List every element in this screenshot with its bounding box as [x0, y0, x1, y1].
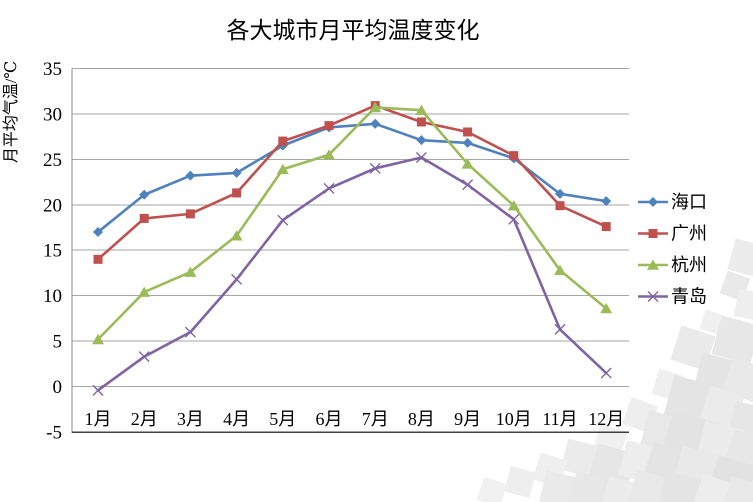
series-qingdao-marker	[462, 179, 474, 191]
series-guangzhou-line	[96, 104, 608, 261]
x-axis-label: 5月	[269, 409, 296, 429]
series-qingdao-marker	[138, 351, 150, 363]
chart-title: 各大城市月平均温度变化	[227, 18, 480, 43]
x-axis-label: 3月	[177, 409, 204, 429]
series-hangzhou-marker	[461, 158, 474, 169]
legend-item-qingdao: 青岛	[638, 287, 707, 307]
legend-marker-haikou	[648, 197, 658, 207]
y-tick-label: 30	[43, 104, 62, 125]
legend-item-guangzhou: 广州	[638, 224, 707, 244]
series-haikou-marker	[231, 167, 242, 178]
series-haikou-marker	[185, 170, 196, 181]
legend-marker-hangzhou	[647, 259, 659, 270]
plot-area: 35 30 25 20 15 10 5 0 -5 1月 2月 3月 4月 5月 6月 7月 8月 9月 10月 11月…	[43, 59, 629, 444]
series-haikou-marker	[93, 227, 103, 238]
series-hangzhou-marker	[92, 333, 104, 345]
x-axis-label: 10月	[496, 409, 532, 429]
legend-item-haikou: 海口	[638, 192, 707, 212]
series-guangzhou-marker	[601, 222, 611, 232]
series-hangzhou-marker	[184, 266, 197, 277]
series-qingdao-marker	[277, 214, 289, 226]
series-hangzhou-marker	[323, 149, 335, 160]
legend-label-haikou: 海口	[671, 192, 707, 212]
series-guangzhou-marker	[278, 136, 288, 146]
series-qingdao-marker	[369, 162, 381, 174]
series-qingdao-marker	[92, 384, 104, 396]
series-qingdao-marker	[554, 323, 566, 335]
x-axis-label: 7月	[362, 409, 389, 429]
series-guangzhou-marker	[232, 188, 242, 198]
series-hangzhou-marker	[276, 163, 289, 175]
legend-marker-qingdao	[647, 291, 659, 302]
y-tick-label: 15	[43, 241, 62, 262]
legend-label-qingdao: 青岛	[671, 287, 707, 307]
series-guangzhou-marker	[139, 213, 149, 223]
series-qingdao-marker	[600, 367, 612, 379]
series-hangzhou-line	[96, 106, 608, 341]
series-qingdao	[92, 151, 612, 396]
series-qingdao-marker	[231, 273, 243, 285]
series-haikou-marker	[601, 196, 612, 207]
series-haikou-marker	[139, 189, 150, 200]
y-tick-label: 20	[43, 195, 62, 216]
legend-marker-guangzhou	[648, 229, 658, 238]
series-qingdao-marker	[184, 326, 196, 338]
series-hangzhou-marker	[369, 101, 382, 113]
x-axis-label: 11月	[542, 409, 577, 429]
legend-label-hangzhou: 杭州	[671, 255, 707, 275]
series-guangzhou-marker	[93, 254, 103, 264]
y-tick-label: 10	[43, 286, 62, 307]
x-axis-label: 12月	[588, 409, 624, 429]
series-haikou-marker	[370, 118, 381, 129]
y-tick-label: 35	[43, 59, 62, 80]
x-axis-label: 2月	[131, 409, 158, 429]
y-axis-title: 月平均气温/℃	[2, 61, 20, 163]
series-hangzhou-marker	[415, 104, 428, 115]
y-tick-label: 25	[43, 150, 62, 171]
x-axis-label: 6月	[316, 409, 343, 429]
background-mosaic-decoration	[477, 238, 753, 502]
x-axis-label: 8月	[408, 409, 435, 429]
y-tick-label: 5	[53, 332, 63, 353]
y-tick-label: -5	[46, 423, 62, 444]
series-guangzhou-marker	[555, 201, 565, 211]
x-axis-label: 1月	[85, 409, 112, 429]
series-guangzhou-marker	[324, 121, 334, 131]
series-hangzhou-marker	[600, 302, 613, 314]
series-guangzhou-marker	[416, 117, 426, 127]
series-hangzhou-marker	[554, 264, 566, 276]
series-guangzhou-marker	[185, 209, 195, 219]
series-hangzhou	[92, 101, 613, 345]
series-haikou-marker	[462, 137, 473, 148]
x-axis-label: 4月	[223, 409, 250, 429]
series-qingdao-marker	[415, 151, 427, 163]
series-haikou-marker	[416, 135, 427, 146]
series-guangzhou-marker	[509, 151, 519, 161]
legend-item-hangzhou: 杭州	[638, 255, 707, 275]
series-haikou-marker	[555, 188, 565, 199]
series-guangzhou-marker	[463, 127, 473, 137]
series-hangzhou-marker	[230, 230, 243, 241]
y-tick-label: 0	[53, 377, 63, 398]
series-hangzhou-marker	[138, 286, 151, 297]
series-hangzhou-marker	[507, 200, 520, 211]
series-qingdao-line	[96, 156, 608, 392]
x-axis-label: 9月	[454, 409, 481, 429]
series-qingdao-marker	[323, 182, 335, 194]
series-qingdao-marker	[508, 213, 520, 225]
legend-label-guangzhou: 广州	[671, 224, 707, 244]
series-guangzhou	[93, 101, 611, 264]
